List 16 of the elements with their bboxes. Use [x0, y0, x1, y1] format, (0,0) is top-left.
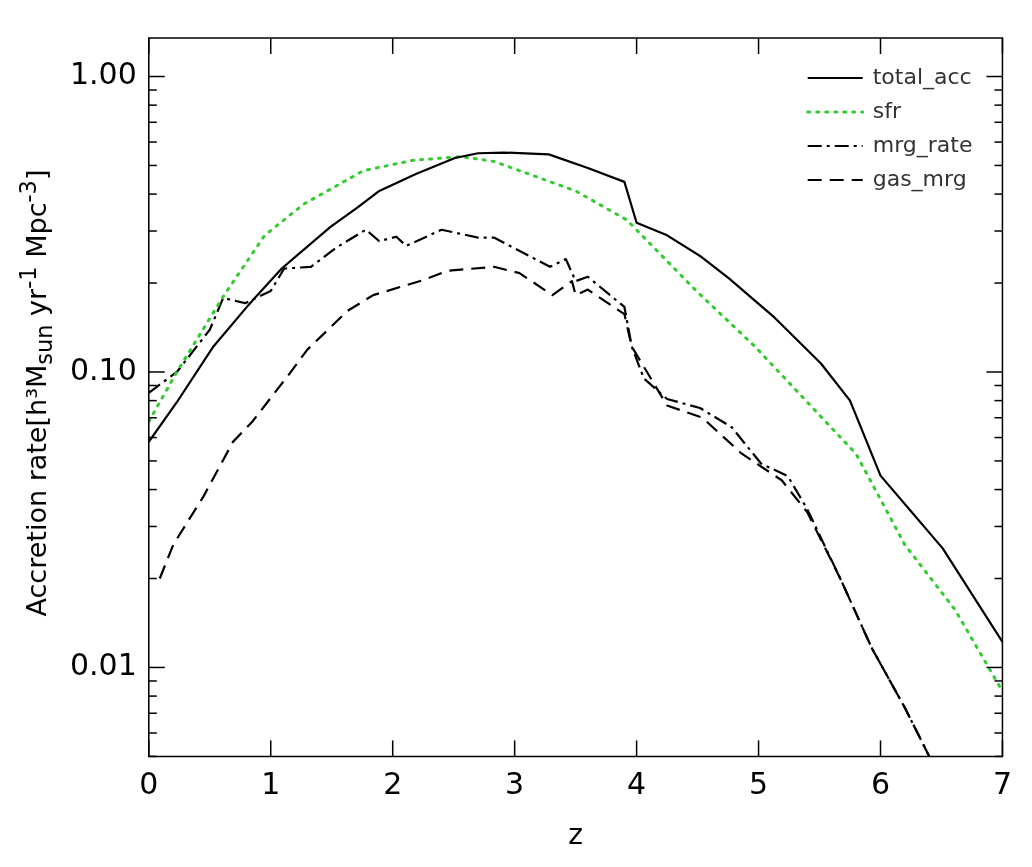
y-tick-label: 0.01 — [70, 647, 137, 683]
x-tick-label: 0 — [139, 766, 159, 802]
legend-label: mrg_rate — [872, 131, 973, 158]
legend-label: sfr — [872, 97, 902, 123]
x-axis-title: z — [568, 818, 583, 852]
x-tick-label: 2 — [383, 766, 403, 802]
legend-label: total_acc — [872, 63, 972, 90]
y-tick-label: 1.00 — [70, 56, 137, 92]
x-tick-label: 4 — [627, 766, 647, 802]
x-tick-label: 5 — [749, 766, 769, 802]
x-tick-label: 7 — [992, 766, 1012, 802]
x-tick-label: 3 — [505, 766, 525, 802]
x-tick-label: 1 — [261, 766, 281, 802]
legend-label: gas_mrg — [872, 165, 967, 192]
x-tick-label: 6 — [870, 766, 891, 802]
y-tick-label: 0.10 — [70, 351, 137, 387]
